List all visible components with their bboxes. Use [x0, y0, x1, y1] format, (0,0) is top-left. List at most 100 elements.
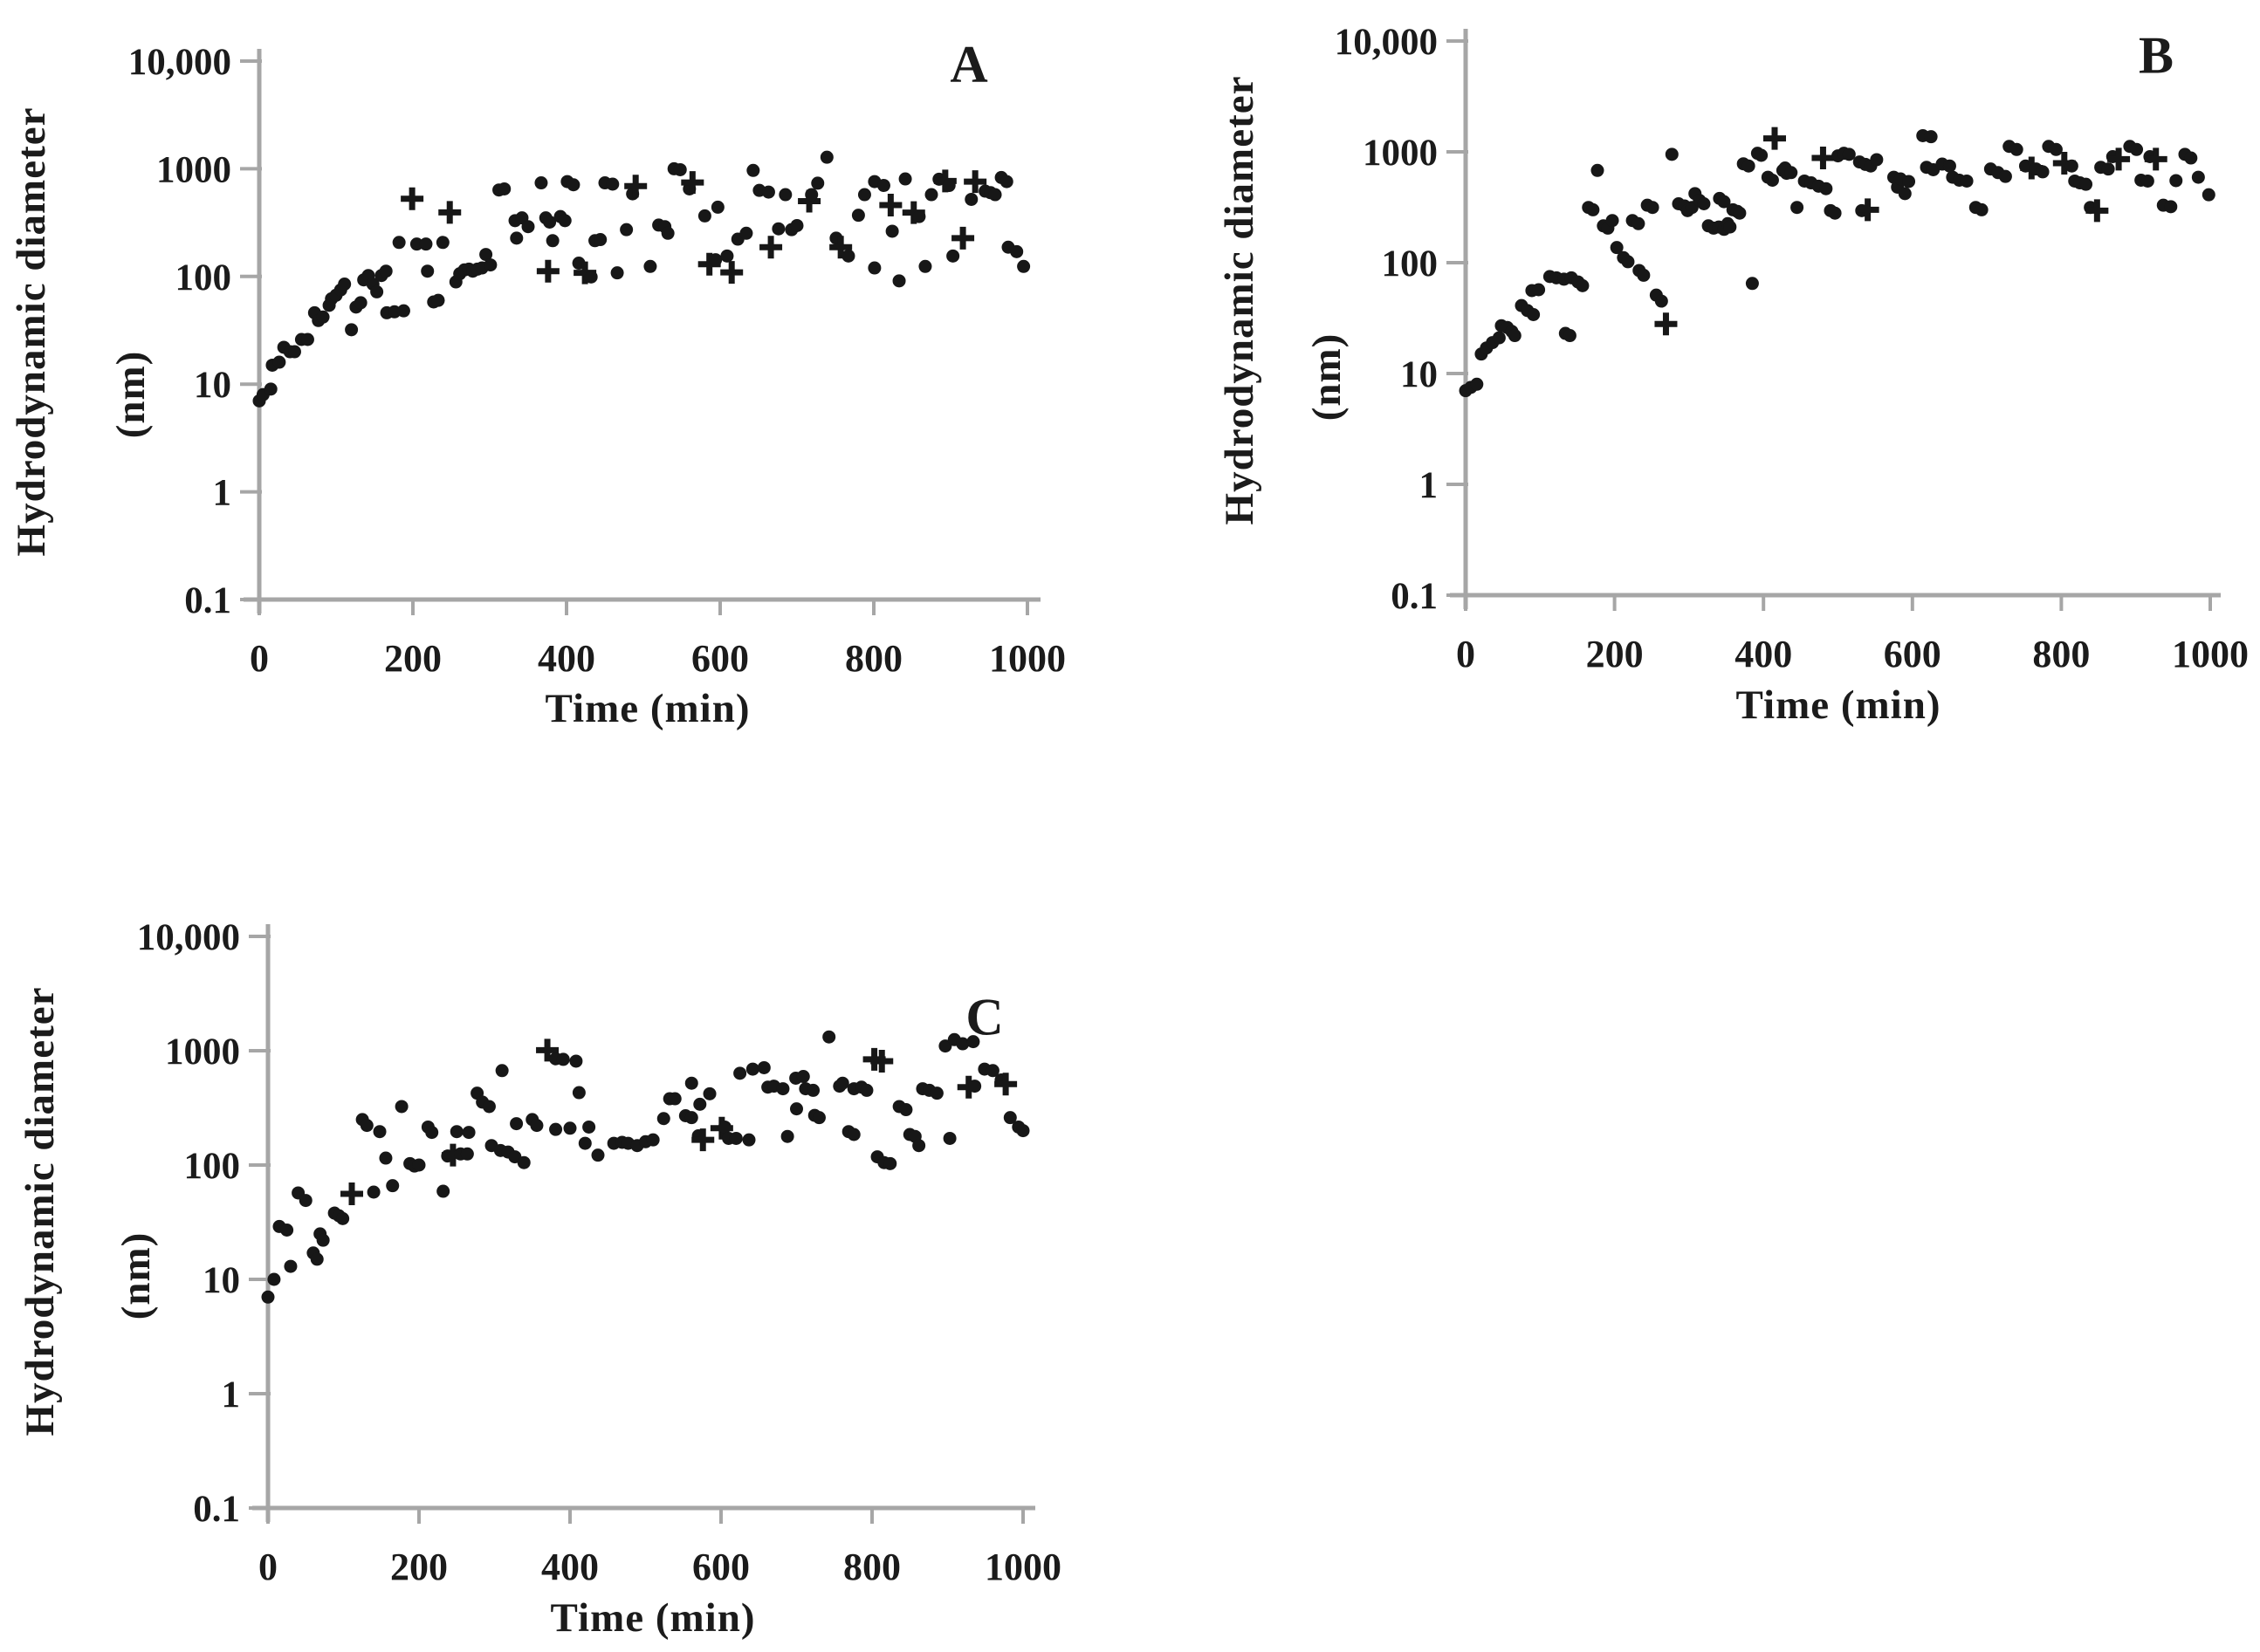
data-point: [772, 222, 786, 236]
y-tick-label: 10,000: [1335, 22, 1438, 63]
data-point: [567, 178, 580, 192]
data-point: [419, 237, 433, 251]
data-point: [510, 1117, 524, 1131]
data-point: [885, 224, 899, 238]
data-point: [930, 1086, 944, 1100]
data-point: [316, 310, 330, 324]
data-point: [851, 209, 865, 223]
data-point: [484, 258, 498, 272]
data-point: [912, 209, 926, 223]
data-point: [267, 1272, 281, 1286]
data-point: [820, 150, 834, 164]
data-point: [729, 1131, 743, 1145]
data-point: [643, 259, 657, 273]
data-point: [835, 1076, 849, 1090]
y-axis-title: Hydrodynamic diameter: [1217, 75, 1262, 525]
data-point: [1645, 201, 1659, 215]
data-point: [543, 215, 557, 229]
data-point: [591, 1148, 605, 1162]
data-point: [868, 261, 882, 275]
data-point-plus: [536, 1038, 560, 1062]
y-tick-label: 1: [1419, 465, 1439, 506]
data-point: [790, 218, 804, 232]
data-point: [2064, 159, 2078, 173]
data-point-plus: [401, 187, 424, 210]
data-point: [367, 1185, 381, 1199]
data-point: [300, 332, 314, 346]
data-point-plus: [2085, 199, 2109, 223]
data-point: [1723, 220, 1737, 234]
data-point: [521, 220, 535, 234]
x-tick-label: 400: [1734, 633, 1792, 675]
data-point: [1765, 173, 1779, 187]
data-point: [684, 1111, 698, 1125]
data-point: [684, 1076, 698, 1090]
data-point-plus: [624, 175, 648, 198]
x-tick-label: 600: [1884, 633, 1941, 675]
data-point: [610, 266, 624, 280]
data-point: [1017, 259, 1031, 273]
data-point: [739, 226, 753, 240]
data-point-plus: [1856, 198, 1879, 222]
data-point-plus: [870, 1049, 894, 1073]
data-point: [938, 1039, 952, 1053]
data-point: [1637, 268, 1651, 282]
data-point: [1563, 329, 1577, 343]
data-point: [1016, 1124, 1030, 1138]
x-tick-label: 800: [845, 637, 903, 680]
data-point: [264, 382, 278, 396]
data-point: [2191, 170, 2205, 184]
data-point: [805, 188, 819, 202]
data-point: [2184, 151, 2198, 165]
data-point: [811, 176, 825, 190]
y-axis-unit: (nm): [108, 350, 154, 439]
data-point: [1610, 241, 1624, 255]
data-point: [2009, 142, 2023, 156]
panel-letter-c: C: [965, 988, 1004, 1046]
data-point: [999, 175, 1013, 189]
data-point: [912, 1139, 926, 1153]
y-tick-label: 1: [213, 473, 232, 514]
data-point: [703, 1086, 717, 1100]
data-point: [892, 274, 906, 288]
data-point: [316, 1233, 330, 1247]
data-point: [757, 1060, 771, 1074]
data-point: [370, 284, 384, 298]
data-point: [558, 214, 572, 228]
data-point: [1527, 308, 1541, 322]
data-point: [924, 188, 938, 202]
y-tick-label: 1000: [156, 149, 231, 190]
data-point: [761, 185, 775, 199]
x-tick-label: 1000: [2172, 633, 2249, 675]
data-point: [1998, 169, 2012, 183]
x-axis-title: Time (min): [545, 686, 751, 731]
data-point: [1665, 147, 1679, 161]
data-point-plus: [951, 226, 975, 250]
data-point-plus: [2144, 147, 2167, 171]
data-point: [779, 188, 793, 202]
data-point: [2049, 142, 2063, 156]
data-point: [776, 1082, 790, 1096]
data-point: [549, 1122, 563, 1136]
y-axis-unit: (nm): [1304, 332, 1350, 422]
y-tick-label: 1000: [1363, 133, 1438, 174]
y-tick-label: 0.1: [184, 580, 231, 621]
data-point: [1586, 202, 1600, 216]
data-point: [272, 355, 286, 369]
x-axis-title: Time (min): [550, 1595, 756, 1641]
data-point: [284, 1259, 298, 1273]
data-point: [392, 236, 406, 250]
data-point: [942, 179, 956, 193]
data-point: [883, 1156, 897, 1170]
data-point: [943, 1131, 957, 1145]
data-point: [584, 270, 598, 284]
data-point: [482, 1100, 496, 1114]
data-point: [360, 1119, 374, 1133]
x-tick-label: 200: [1586, 633, 1644, 675]
data-point: [2169, 174, 2183, 188]
data-point: [1003, 1111, 1017, 1125]
data-point: [780, 1129, 794, 1143]
data-point: [1576, 278, 1590, 292]
